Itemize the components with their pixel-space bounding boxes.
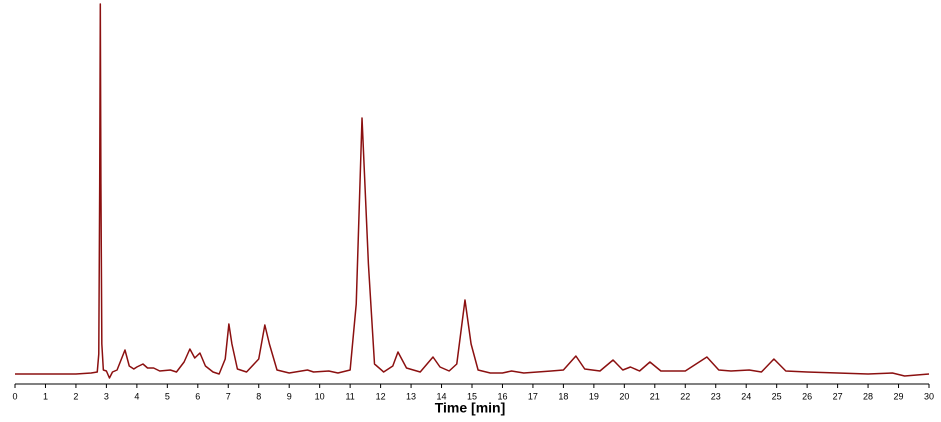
x-tick-label: 10 [315, 391, 325, 401]
trace [15, 3, 930, 379]
x-tick-label: 19 [589, 391, 599, 401]
x-tick-label: 30 [924, 391, 934, 401]
x-tick-label: 15 [467, 391, 477, 401]
x-tick-label: 16 [497, 391, 507, 401]
x-axis-label: Time [min] [435, 400, 506, 416]
x-tick-label: 2 [73, 391, 78, 401]
x-tick-label: 13 [406, 391, 416, 401]
x-tick-label: 0 [12, 391, 17, 401]
x-tick-label: 26 [802, 391, 812, 401]
x-tick-label: 17 [528, 391, 538, 401]
x-tick-label: 7 [226, 391, 231, 401]
x-tick-label: 6 [195, 391, 200, 401]
x-tick-label: 22 [680, 391, 690, 401]
x-tick-label: 14 [437, 391, 447, 401]
x-tick-label: 8 [256, 391, 261, 401]
x-tick-label: 1 [43, 391, 48, 401]
x-tick-label: 12 [376, 391, 386, 401]
x-tick-label: 9 [287, 391, 292, 401]
x-tick-label: 11 [345, 391, 354, 401]
x-tick-label: 25 [772, 391, 782, 401]
x-tick-label: 21 [650, 391, 660, 401]
x-tick-label: 5 [165, 391, 170, 401]
x-tick-label: 18 [558, 391, 568, 401]
x-tick-label: 3 [104, 391, 109, 401]
x-tick-label: 28 [863, 391, 873, 401]
x-tick-label: 24 [741, 391, 751, 401]
x-tick-label: 20 [619, 391, 629, 401]
x-tick-label: 27 [833, 391, 843, 401]
x-tick-label: 4 [134, 391, 139, 401]
x-tick-label: 29 [894, 391, 904, 401]
x-tick-label: 23 [711, 391, 721, 401]
